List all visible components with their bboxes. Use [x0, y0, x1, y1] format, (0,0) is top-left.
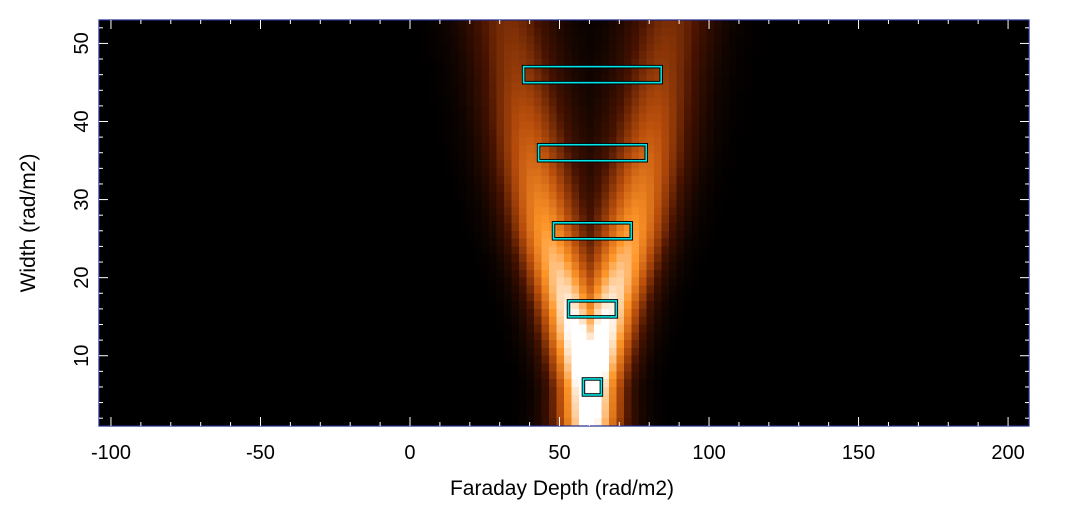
- x-tick-labels: -100 -50 0 50 100 150 200: [91, 442, 1025, 464]
- x-tick-label: -50: [246, 442, 275, 464]
- highlight-box: [552, 222, 633, 240]
- highlight-boxes: [521, 64, 663, 397]
- x-axis-label: Faraday Depth (rad/m2): [450, 477, 674, 500]
- axis-ticks: [99, 20, 1029, 426]
- x-tick-label: 150: [842, 442, 875, 464]
- x-tick-label: 200: [991, 442, 1024, 464]
- highlight-box: [522, 65, 662, 84]
- x-tick-label: 50: [548, 442, 570, 464]
- y-tick-label: 10: [71, 345, 93, 367]
- y-tick-label: 30: [71, 188, 93, 210]
- y-tick-label: 20: [71, 267, 93, 289]
- x-tick-label: 0: [404, 442, 415, 464]
- x-tick-label: 100: [692, 442, 725, 464]
- y-tick-labels: 10 20 30 40 50: [71, 32, 93, 367]
- highlight-box: [582, 378, 603, 396]
- highlight-box: [537, 143, 648, 162]
- y-axis-label: Width (rad/m2): [17, 154, 40, 293]
- y-tick-label: 40: [71, 110, 93, 132]
- highlight-box: [567, 300, 618, 318]
- y-tick-label: 50: [71, 32, 93, 54]
- plot-frame: [98, 19, 1030, 427]
- x-tick-label: -100: [91, 442, 131, 464]
